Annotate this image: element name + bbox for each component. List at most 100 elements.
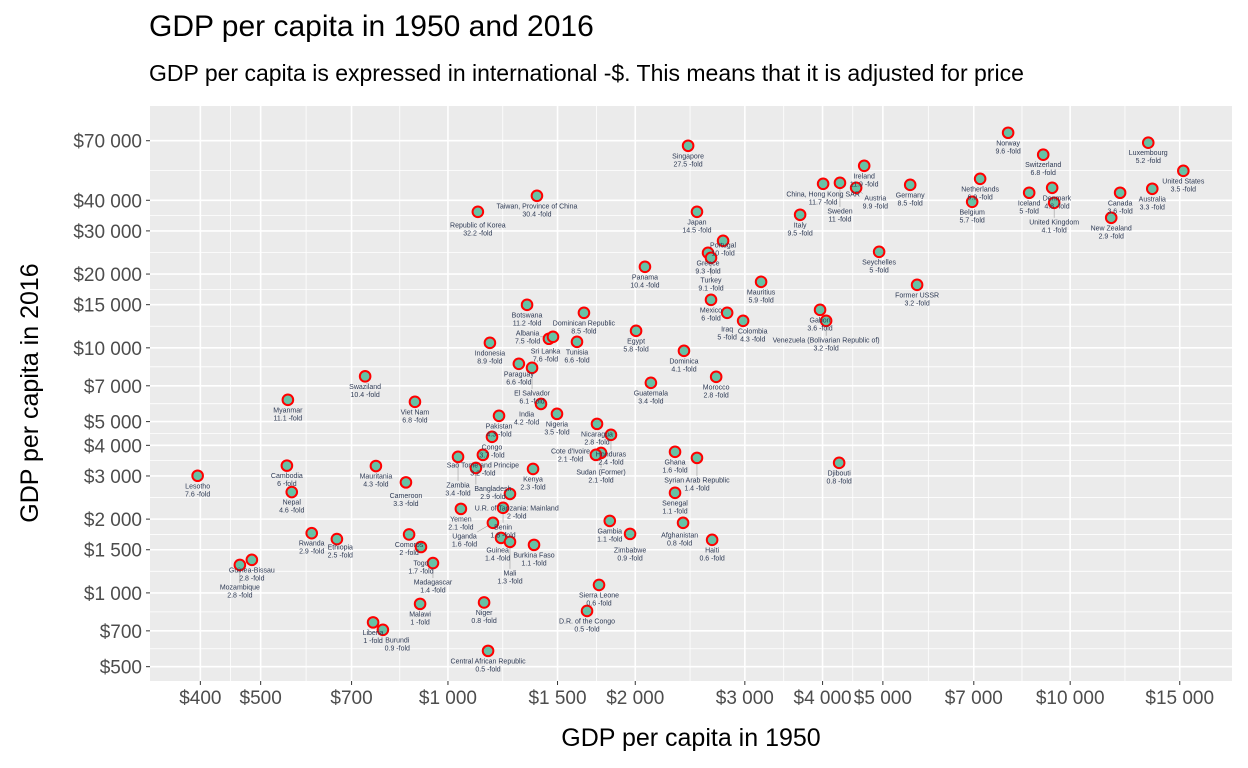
point-fold-label: 2.5 -fold — [328, 552, 353, 559]
point-fold-label: 30.4 -fold — [522, 211, 551, 218]
point-name-label: Cambodia — [271, 473, 303, 480]
point-fold-label: 10.4 -fold — [351, 392, 380, 399]
point-fold-label: 1.1 -fold — [662, 508, 687, 515]
point-name-label: Rwanda — [299, 541, 325, 548]
data-point — [503, 535, 517, 549]
data-point — [623, 527, 637, 541]
point-name-label: Dominican Republic — [553, 320, 616, 327]
point-name-label: Central African Republic — [451, 658, 527, 665]
data-point — [973, 172, 987, 186]
data-point — [1001, 126, 1015, 140]
data-point — [369, 459, 383, 473]
x-tick-label: $700 — [330, 688, 372, 709]
point-name-label: Niger — [476, 610, 493, 617]
point-fold-label: 7.6 -fold — [533, 356, 558, 363]
point-fold-label: 2.9 -fold — [1099, 233, 1124, 240]
point-fold-label: 2 -fold — [507, 514, 527, 521]
point-name-label: Norway — [996, 140, 1020, 147]
x-axis-title: GDP per capita in 1950 — [561, 724, 820, 752]
point-name-label: Mauritius — [747, 289, 776, 296]
point-fold-label: 6.6 -fold — [564, 357, 589, 364]
point-fold-label: 0.5 -fold — [574, 626, 599, 633]
data-point — [690, 205, 704, 219]
point-name-label: Haiti — [705, 547, 719, 554]
point-name-label: Myanmar — [273, 407, 303, 414]
point-fold-label: 4.1 -fold — [1041, 227, 1066, 234]
point-name-label: Colombia — [738, 328, 768, 335]
data-point — [1145, 182, 1159, 196]
point-name-label: Greece — [697, 260, 720, 267]
y-tick-label: $70 000 — [73, 132, 142, 153]
point-fold-label: 0.8 -fold — [667, 540, 692, 547]
point-fold-label: 11.1 -fold — [274, 415, 303, 422]
point-name-label: Austria — [864, 195, 886, 202]
data-point — [550, 407, 564, 421]
point-name-label: Swaziland — [349, 384, 381, 391]
point-fold-label: 1 -fold — [363, 638, 383, 645]
point-name-label: Djibouti — [827, 470, 851, 477]
data-point — [546, 330, 560, 344]
point-name-label: Cote d'Ivoire — [551, 449, 590, 456]
data-point — [668, 486, 682, 500]
data-point — [716, 234, 730, 248]
data-point — [426, 556, 440, 570]
point-fold-label: 5.9 -fold — [748, 297, 773, 304]
y-tick-label: $4 000 — [84, 436, 142, 457]
point-fold-label: 2.1 -fold — [558, 457, 583, 464]
data-points — [191, 126, 1190, 658]
data-point — [704, 293, 718, 307]
point-fold-label: 1.4 -fold — [684, 485, 709, 492]
point-name-label: Burkina Faso — [513, 552, 554, 559]
point-fold-label: 1.6 -fold — [452, 541, 477, 548]
y-tick-label: $500 — [100, 658, 142, 679]
point-name-label: Zimbabwe — [614, 547, 646, 554]
point-fold-label: 9.3 -fold — [695, 268, 720, 275]
x-tick-label: $2 000 — [606, 688, 664, 709]
data-point — [704, 251, 718, 265]
point-name-label: Venezuela (Bolivarian Republic of) — [773, 337, 880, 344]
point-fold-label: 0.9 -fold — [385, 645, 410, 652]
point-fold-label: 4.6 -fold — [279, 508, 304, 515]
data-point — [903, 178, 917, 192]
data-point — [191, 469, 204, 483]
y-tick-label: $700 — [100, 622, 142, 643]
point-name-label: Uganda — [452, 533, 477, 540]
point-fold-label: 1.4 -fold — [485, 555, 510, 562]
point-fold-label: 2.1 -fold — [448, 524, 473, 531]
point-fold-label: 5.8 -fold — [623, 346, 648, 353]
point-fold-label: 0.5 -fold — [475, 666, 500, 673]
x-tick-label: $15 000 — [1145, 688, 1214, 709]
point-fold-label: 9.9 -fold — [863, 203, 888, 210]
point-name-label: Congo — [482, 444, 503, 451]
point-name-label: Egypt — [627, 338, 645, 345]
point-fold-label: 1 -fold — [410, 619, 430, 626]
point-fold-label: 11.7 -fold — [809, 199, 838, 206]
point-name-label: Denmark — [1043, 195, 1072, 202]
point-fold-label: 3.3 -fold — [393, 501, 418, 508]
data-point — [245, 553, 259, 567]
point-name-label: Lesotho — [185, 483, 210, 490]
point-name-label: Panama — [632, 274, 658, 281]
data-point — [492, 409, 506, 423]
point-fold-label: 0.8 -fold — [826, 478, 851, 485]
point-name-label: Former USSR — [895, 292, 939, 299]
point-name-label: Nicaragua — [581, 431, 613, 438]
data-point — [604, 428, 618, 442]
data-point — [1104, 211, 1118, 225]
point-name-label: Taiwan, Province of China — [496, 203, 577, 210]
x-tick-label: $7 000 — [945, 688, 1003, 709]
gridlines — [150, 106, 1232, 681]
data-point — [638, 260, 652, 274]
data-point — [570, 335, 584, 349]
data-point — [527, 538, 541, 552]
point-fold-label: 0.6 -fold — [586, 600, 611, 607]
data-point — [402, 528, 416, 541]
point-fold-label: 4.3 -fold — [740, 336, 765, 343]
point-fold-label: 9.6 -fold — [995, 148, 1020, 155]
point-fold-label: 5 -fold — [869, 267, 889, 274]
data-point — [503, 487, 517, 501]
point-name-label: Japan — [687, 219, 706, 226]
point-fold-label: 2 -fold — [399, 550, 419, 557]
chart-subtitle: GDP per capita is expressed in internati… — [149, 60, 1024, 86]
point-name-label: Sudan (Former) — [576, 469, 625, 476]
